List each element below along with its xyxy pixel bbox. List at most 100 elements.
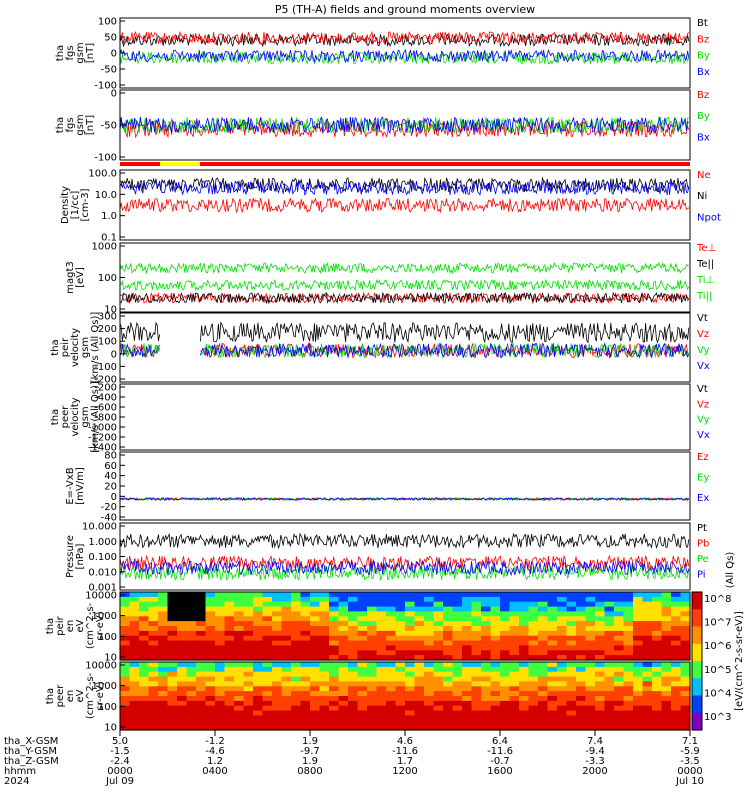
spectrogram-cell bbox=[519, 686, 530, 692]
spectrogram-cell bbox=[671, 640, 682, 647]
spectrogram-cell bbox=[547, 616, 558, 622]
spectrogram-cell bbox=[158, 592, 169, 598]
spectrogram-cell bbox=[528, 655, 539, 661]
spectrogram-cell bbox=[405, 592, 416, 598]
spectrogram-cell bbox=[167, 655, 178, 661]
spectrogram-cell bbox=[291, 626, 302, 632]
spectrogram-cell bbox=[395, 671, 406, 678]
spectrogram-cell bbox=[139, 715, 150, 721]
spectrogram-cell bbox=[443, 606, 454, 613]
spectrogram-cell bbox=[386, 626, 397, 632]
spectrogram-cell bbox=[348, 676, 359, 683]
spectrogram-cell bbox=[566, 655, 577, 661]
spectrogram-cell bbox=[129, 650, 140, 656]
spectrogram-cell bbox=[433, 700, 444, 707]
spectrogram-cell bbox=[338, 691, 349, 697]
spectrogram-cell bbox=[234, 725, 245, 731]
series-fgs_gsm-bz bbox=[119, 30, 690, 46]
spectrogram-cell bbox=[490, 606, 501, 613]
spectrogram-cell bbox=[452, 626, 463, 632]
spectrogram-cell bbox=[196, 666, 207, 673]
spectrogram-cell bbox=[509, 626, 520, 632]
spectrogram-cell bbox=[243, 626, 254, 632]
spectrogram-cell bbox=[595, 592, 606, 598]
spectrogram-cell bbox=[481, 700, 492, 707]
spectrogram-cell bbox=[158, 715, 169, 721]
spectrogram-cell bbox=[566, 700, 577, 707]
x-tick-label: 1.7 bbox=[397, 756, 413, 767]
y-axis-label: peir bbox=[60, 337, 71, 357]
spectrogram-cell bbox=[338, 626, 349, 632]
spectrogram-cell bbox=[243, 616, 254, 622]
spectrogram-cell bbox=[633, 710, 644, 717]
spectrogram-cell bbox=[490, 705, 501, 712]
spectrogram-cell bbox=[262, 592, 273, 598]
y-tick-label: -50 bbox=[101, 65, 117, 76]
series-density-npot bbox=[119, 179, 690, 196]
spectrogram-cell bbox=[376, 640, 387, 647]
spectrogram-cell bbox=[291, 611, 302, 617]
spectrogram-cell bbox=[243, 640, 254, 647]
spectrogram-cell bbox=[481, 621, 492, 627]
spectrogram-cell bbox=[452, 715, 463, 721]
spectrogram-cell bbox=[139, 681, 150, 687]
spectrogram-cell bbox=[158, 655, 169, 661]
spectrogram-cell bbox=[120, 640, 131, 647]
spectrogram-cell bbox=[177, 691, 188, 697]
spectrogram-cell bbox=[310, 666, 321, 673]
spectrogram-cell bbox=[186, 676, 197, 683]
series-fgs_gse-bx bbox=[119, 116, 690, 135]
spectrogram-cell bbox=[120, 645, 131, 651]
spectrogram-cell bbox=[519, 650, 530, 656]
spectrogram-cell bbox=[224, 691, 235, 697]
x-row-label: hhmm bbox=[4, 766, 36, 777]
spectrogram-cell bbox=[452, 640, 463, 647]
spectrogram-cell bbox=[338, 696, 349, 702]
spectrogram-cell bbox=[414, 626, 425, 632]
spectrogram-cell bbox=[405, 671, 416, 678]
spectrogram-cell bbox=[652, 720, 663, 726]
spectrogram-cell bbox=[642, 715, 653, 721]
spectrogram-cell bbox=[661, 666, 672, 673]
spectrogram-cell bbox=[253, 696, 264, 702]
spectrogram-cell bbox=[614, 705, 625, 712]
spectrogram-cell bbox=[652, 686, 663, 692]
spectrogram-cell bbox=[443, 696, 454, 702]
spectrogram-cell bbox=[652, 700, 663, 707]
spectrogram-cell bbox=[148, 691, 159, 697]
spectrogram-cell bbox=[196, 720, 207, 726]
spectrogram-cell bbox=[528, 715, 539, 721]
spectrogram-cell bbox=[262, 666, 273, 673]
spectrogram-cell bbox=[538, 616, 549, 622]
spectrogram-cell bbox=[576, 662, 587, 668]
series-fgs_gse-bz bbox=[119, 119, 690, 139]
spectrogram-cell bbox=[424, 655, 435, 661]
spectrogram-cell bbox=[167, 592, 178, 598]
spectrogram-cell bbox=[319, 725, 330, 731]
spectrogram-cell bbox=[614, 626, 625, 632]
spectrogram-cell bbox=[224, 635, 235, 642]
spectrogram-cell bbox=[281, 720, 292, 726]
spectrogram-cell bbox=[338, 640, 349, 647]
spectrogram-cell bbox=[262, 655, 273, 661]
spectrogram-cell bbox=[652, 725, 663, 731]
spectrogram-cell bbox=[623, 691, 634, 697]
spectrogram-cell bbox=[547, 691, 558, 697]
spectrogram-cell bbox=[205, 671, 216, 678]
spectrogram-cell bbox=[310, 662, 321, 668]
spectrogram-cell bbox=[205, 645, 216, 651]
spectrogram-cell bbox=[167, 700, 178, 707]
spectrogram-cell bbox=[424, 696, 435, 702]
spectrogram-cell bbox=[129, 681, 140, 687]
spectrogram-cell bbox=[243, 691, 254, 697]
spectrogram-cell bbox=[509, 640, 520, 647]
spectrogram-cell bbox=[215, 710, 226, 717]
spectrogram-cell bbox=[585, 671, 596, 678]
spectrogram-cell bbox=[414, 705, 425, 712]
spectrogram-cell bbox=[262, 686, 273, 692]
series-peir_vel-vx bbox=[119, 342, 690, 359]
spectrogram-cell bbox=[329, 626, 340, 632]
series-pressure-pb bbox=[119, 554, 690, 572]
spectrogram-cell bbox=[490, 700, 501, 707]
